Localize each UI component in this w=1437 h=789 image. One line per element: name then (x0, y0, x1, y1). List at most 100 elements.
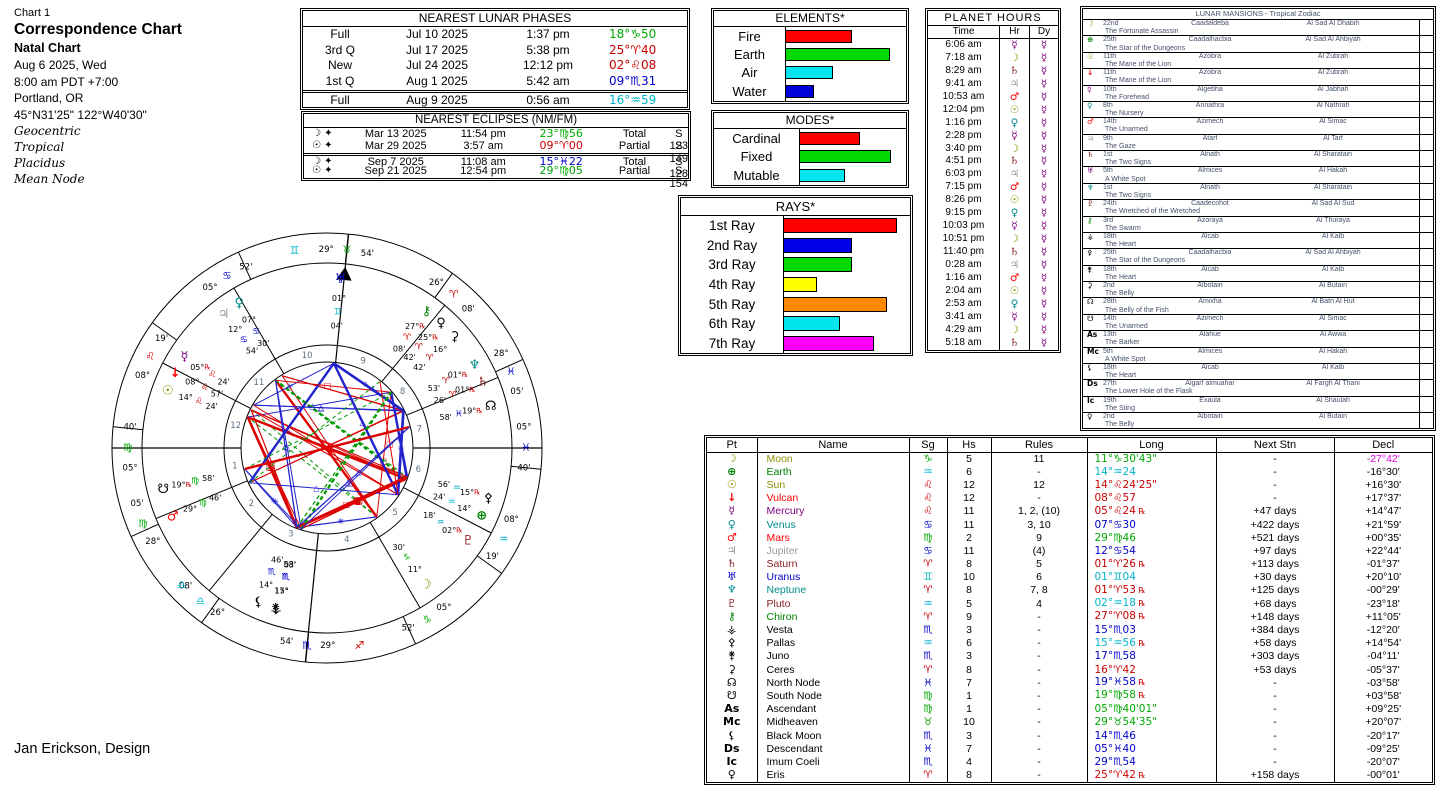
hour-planet-glyph: ♄ (1000, 64, 1030, 78)
mansion-arabic-name: Al Shaulah (1316, 396, 1350, 404)
planet-rules: (4) (990, 544, 1087, 558)
cusp-degree: 26° (210, 608, 225, 618)
mansion-arabic-name: Al Tarf (1323, 134, 1343, 142)
mansion-ordinal: 2nd (1103, 282, 1115, 289)
planet-rules: - (990, 663, 1087, 677)
planet-hours-header: Time Hr Dy (928, 26, 1058, 39)
planet-table-column: Long (1086, 438, 1216, 453)
planet-next-station: - (1215, 702, 1334, 716)
planet-minute: 04' (331, 321, 343, 330)
mansion-name: Azimech (1196, 118, 1224, 126)
mansion-name: Atarf (1202, 134, 1218, 142)
planet-next-station: +422 days (1215, 517, 1334, 532)
eclipse-type: Partial (618, 140, 651, 153)
planet-declination: +22°44' (1333, 544, 1432, 558)
planet-table-row: ☿ Mercury ♌ 11 1, 2, (10) 05°♌24 ℞ +47 days +14… (707, 504, 1432, 518)
cusp-minute: 54' (280, 637, 293, 647)
eclipses-rows: ☽ ✦ Mar 13 2025 11:54 pm 23°♍56 Total S 123 ☉ … (304, 127, 688, 190)
planet-table-row: ⚳ Ceres ♈ 8-16°♈42 +53 days -05°37' (707, 663, 1432, 677)
cusp-degree: 26° (429, 278, 444, 288)
mansion-planet-glyph: Mc (1087, 346, 1099, 356)
mansion-row: ♅ 5th Almices Al Hakah A White Spot (1083, 167, 1433, 184)
mansion-row: ⊕ 25th Caadalhacbia Al Sad Al Ahbiyah The St… (1083, 36, 1433, 53)
solar-eclipse-icon: ☉ ✦ (312, 165, 333, 177)
planet-degree: 08° (185, 378, 199, 387)
mansion-planet-glyph: ⚴ (1087, 248, 1093, 258)
mansion-arabic-name: Al Sad Al Sud (1311, 200, 1355, 208)
mansion-name: Azobra (1198, 52, 1222, 60)
planet-name: Sun (756, 478, 909, 492)
eclipse-time: 3:57 am (463, 140, 504, 153)
planet-glyph: ♅ (726, 570, 737, 584)
aspect-line (247, 391, 392, 418)
planet-sign: ♋ (908, 544, 947, 558)
mansion-row: ☊ 28th Amixha Al Batn Al Hut The Belly of th… (1083, 298, 1433, 315)
planet-hour-row: 12:04 pm ☉ ☿ (928, 103, 1058, 117)
planet-table-column: Name (756, 438, 909, 453)
house-number: 1 (232, 461, 237, 471)
planet-house: 6 (946, 465, 991, 479)
mansion-name: Alnath (1200, 183, 1220, 191)
aspect-line (275, 380, 298, 528)
aspect-line (253, 362, 335, 406)
aspect-glyph: △ (282, 442, 289, 451)
aspect-line (275, 379, 408, 478)
planet-sign: ♌ (908, 504, 947, 518)
aspect-glyph: ✳ (286, 382, 293, 391)
planet-hour-row: 5:18 am ♄ ☿ (928, 336, 1058, 350)
hour-time: 6:06 am (928, 39, 1000, 52)
planet-house: 11 (946, 544, 991, 558)
modes-row: Mutable (714, 166, 906, 185)
hour-time: 5:18 am (928, 336, 1000, 350)
day-planet-glyph: ☿ (1040, 194, 1048, 207)
day-planet-glyph: ☿ (1040, 246, 1048, 258)
mansion-row: ♇ 24th Caadecohot Al Sad Al Sud The Wretched… (1083, 199, 1433, 217)
mansion-arabic-name: Al Sad Al Ahbiyah (1305, 36, 1361, 44)
planet-name: Imum Coeli (756, 755, 909, 769)
planet-hour-row: 8:26 pm ☉ ☿ (928, 194, 1058, 208)
mansion-planet-glyph: As (1087, 330, 1098, 340)
phase-time: 5:42 am (526, 74, 570, 89)
chart-coordinates: 45°N31'25" 122°W40'30" (14, 107, 147, 122)
hour-time: 0:28 am (928, 258, 1000, 272)
planet-rules: 11 (990, 452, 1087, 466)
planet-house: 3 (946, 649, 991, 663)
eclipse-row: ☉ ✦ Sep 21 2025 12:54 pm 29°♍05 Partial S 154 (304, 164, 688, 189)
planet-degree: 12° (228, 325, 242, 334)
column-dy: Dy (1030, 26, 1058, 39)
planet-longitude: 16°♈42 (1086, 663, 1216, 677)
planet-hour-row: 2:53 am ♀ ☿ (928, 297, 1058, 311)
mansion-row: ♀ 2nd Albotain Al Butain The Belly (1083, 412, 1433, 429)
mansion-arabic-name: Al Thuraya (1316, 216, 1350, 224)
zodiac-sign: ♍ (138, 518, 147, 530)
planet-hour-row: 9:15 pm ♀ ☿ (928, 207, 1058, 221)
planet-name: Neptune (756, 583, 909, 598)
mansion-row: Ds 27th Algarf almuahar Al Fargh Al Thani Th… (1083, 380, 1433, 397)
planet-declination: +16°30' (1333, 478, 1432, 492)
planet-degree: 17° (274, 586, 288, 595)
planet-next-station: +384 days (1215, 623, 1334, 637)
planet-glyph: ☊ (485, 399, 497, 414)
mansion-arabic-name: Al Hakah (1318, 167, 1348, 175)
cusp-degree: 05° (123, 464, 138, 474)
planet-degree: 14° (259, 581, 273, 590)
mansion-planet-glyph: ⚵ (1087, 264, 1093, 274)
mansion-meaning: The Belly (1105, 421, 1135, 429)
rays-label: 6th Ray (681, 313, 784, 334)
mansion-ordinal: 11th (1103, 52, 1117, 60)
day-planet-glyph: ☿ (1040, 116, 1048, 129)
planet-hour-row: 4:29 am ☽ ☿ (928, 323, 1058, 337)
modes-row: Cardinal (714, 129, 906, 148)
mansion-ordinal: 10th (1103, 85, 1117, 93)
planet-sign: ♊ (334, 307, 342, 317)
planet-minute: 18' (423, 511, 435, 520)
planet-declination: -04°11' (1333, 649, 1432, 663)
hour-time: 7:15 pm (928, 181, 1000, 195)
hour-planet-glyph: ☉ (1000, 103, 1030, 117)
mansion-meaning: The Two Signs (1105, 159, 1152, 167)
mansion-arabic-name: Al Sharatain (1313, 151, 1353, 158)
planet-declination: +21°59' (1333, 517, 1432, 532)
planet-declination: -03°58' (1333, 676, 1432, 690)
planet-table-row: ♆ Neptune ♈ 8 7, 8 01°♈53 ℞ +125 days -00°29' (707, 583, 1432, 598)
aspect-glyph: △ (309, 401, 316, 410)
